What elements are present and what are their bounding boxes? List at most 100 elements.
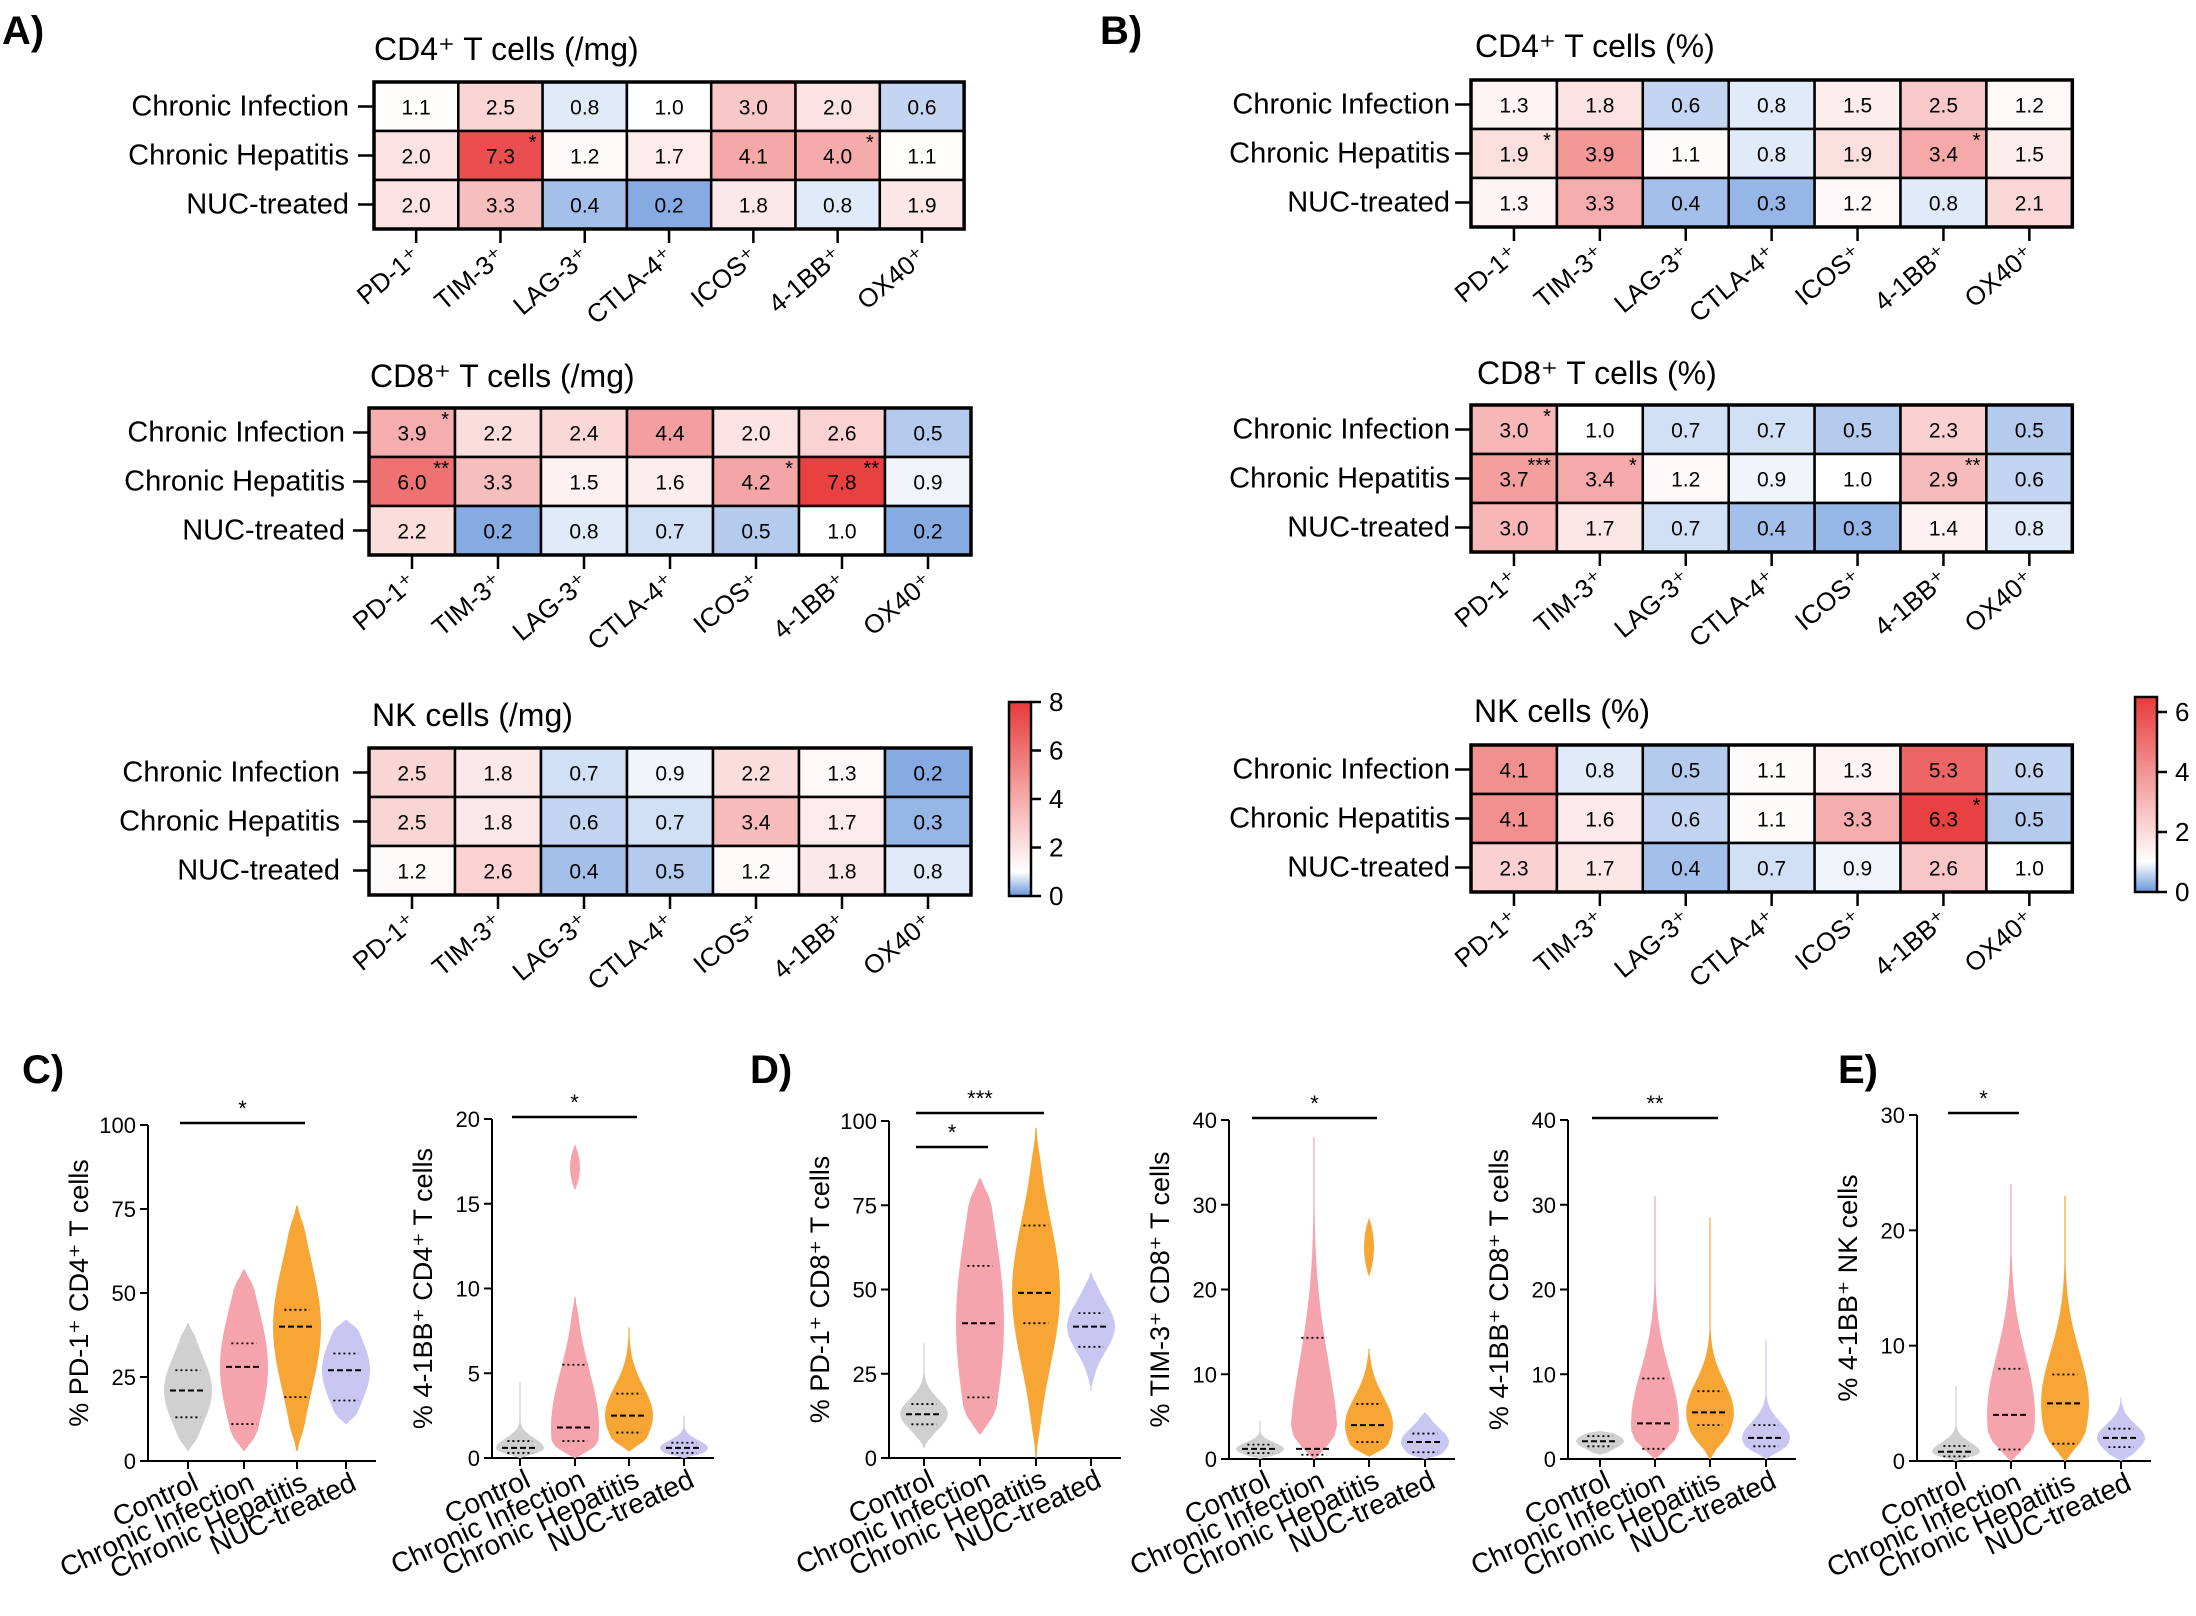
heatmap-value: 3.4: [741, 812, 771, 835]
y-tick-label: 20: [1532, 1278, 1556, 1303]
heatmap-value: 1.3: [1499, 95, 1528, 118]
row-label: Chronic Infection: [131, 91, 349, 123]
heatmap-value: 0.8: [570, 97, 599, 120]
heatmap-value: 0.6: [2015, 469, 2044, 492]
heatmap-value: 0.4: [1757, 518, 1787, 541]
y-tick-label: 50: [112, 1281, 136, 1306]
heatmap-cell: [625, 795, 715, 848]
heatmap-value: 3.4: [1585, 469, 1615, 492]
heatmap-cell: [367, 844, 457, 897]
colorbar-tick-label: 0: [2175, 877, 2189, 907]
violin: [660, 1415, 708, 1458]
heatmap-value: 0.6: [569, 812, 598, 835]
heatmap-value: 0.7: [1757, 858, 1786, 881]
column-label: OX40⁺: [1958, 239, 2039, 314]
heatmap-cell: [1641, 501, 1730, 554]
heatmap-value: 1.5: [2015, 144, 2044, 167]
heatmap-cell: [709, 178, 797, 231]
column-label: 4-1BB⁺: [767, 567, 852, 645]
heatmap-value: 1.3: [1843, 760, 1872, 783]
heatmap-value: 1.9: [1843, 144, 1872, 167]
heatmap-value: 0.5: [2015, 809, 2044, 832]
heatmap-value: 0.3: [1757, 193, 1786, 216]
heatmap-value: 2.6: [1929, 858, 1958, 881]
y-axis-label: % PD-1⁺ CD8⁺ T cells: [805, 1156, 835, 1424]
violin: [220, 1269, 268, 1451]
heatmap-cell: [797, 746, 887, 799]
heatmap-cell: [878, 178, 966, 231]
heatmap-cell: [1469, 403, 1559, 456]
violin: [2097, 1397, 2145, 1461]
heatmap-value: 3.3: [1585, 193, 1614, 216]
row-label: NUC-treated: [182, 515, 345, 547]
heatmap-value: 0.2: [913, 521, 942, 544]
heatmap-title: CD4⁺ T cells (/mg): [374, 31, 639, 67]
heatmap-value: 0.8: [1757, 144, 1786, 167]
colorbar-tick-label: 4: [1049, 784, 1063, 814]
heatmap-value: 2.0: [402, 195, 431, 218]
y-tick-label: 40: [1193, 1108, 1217, 1133]
heatmap-value: 1.7: [827, 812, 856, 835]
heatmap-value: 2.0: [402, 146, 431, 169]
column-label: PD-1⁺: [347, 567, 422, 637]
heatmap-value: 7.8: [827, 472, 856, 495]
column-label: LAG-3⁺: [506, 567, 593, 647]
heatmap-value: 1.1: [1671, 144, 1700, 167]
colorbar-tick-label: 6: [2175, 697, 2189, 727]
y-tick-label: 30: [1532, 1193, 1556, 1218]
heatmap-cell: [1899, 127, 1988, 180]
column-label: 4-1BB⁺: [767, 907, 852, 985]
heatmap-value: 7.3: [486, 146, 515, 169]
heatmap-value: 2.6: [483, 861, 512, 884]
heatmap-value: 0.5: [1671, 760, 1700, 783]
heatmap-value: 1.1: [1757, 760, 1786, 783]
heatmap-value: 0.3: [913, 812, 942, 835]
heatmap-value: 1.7: [1585, 518, 1614, 541]
heatmap-value: 2.5: [397, 763, 426, 786]
heatmap-value: 1.0: [654, 97, 683, 120]
heatmap-cell: [1813, 452, 1902, 505]
violin: [1932, 1386, 1980, 1461]
column-label: ICOS⁺: [1789, 904, 1867, 977]
column-label: ICOS⁺: [687, 567, 765, 640]
column-label: CTLA-4⁺: [1683, 904, 1781, 993]
column-label: ICOS⁺: [685, 241, 763, 314]
colorbar: [2133, 695, 2159, 894]
heatmap-value: 0.5: [2015, 420, 2044, 443]
y-tick-label: 30: [1193, 1193, 1217, 1218]
heatmap-value: 0.7: [655, 812, 684, 835]
row-label: NUC-treated: [186, 189, 349, 221]
heatmap-value: 1.2: [397, 861, 426, 884]
heatmap-cell: [539, 795, 629, 848]
row-label: Chronic Infection: [1232, 414, 1450, 446]
colorbar: [1007, 700, 1033, 898]
heatmap-cell: [797, 844, 887, 897]
heatmap-value: 1.8: [827, 861, 856, 884]
column-label: TIM-3⁺: [1528, 239, 1610, 314]
heatmap-value: 1.2: [2015, 95, 2044, 118]
violin: [1742, 1340, 1790, 1459]
heatmap-cell: [1985, 127, 2074, 180]
significance-label: *: [1979, 1086, 1988, 1111]
heatmap-cell: [1899, 176, 1988, 229]
heatmap-cell: [457, 178, 544, 231]
row-label: NUC-treated: [1287, 187, 1450, 219]
column-label: 4-1BB⁺: [1868, 239, 1953, 317]
heatmap-value: 1.8: [739, 195, 768, 218]
heatmap-cell: [1813, 792, 1902, 845]
y-tick-label: 75: [853, 1193, 877, 1218]
column-label: ICOS⁺: [1789, 239, 1867, 312]
y-tick-label: 75: [112, 1197, 136, 1222]
heatmap-value: 3.9: [1585, 144, 1614, 167]
violin-outlier-lobe: [570, 1144, 580, 1191]
significance-star: *: [1543, 130, 1551, 152]
heatmap-value: 5.3: [1929, 760, 1958, 783]
column-label: OX40⁺: [1958, 904, 2039, 979]
heatmap-value: 1.0: [827, 521, 856, 544]
heatmap-value: 4.4: [655, 423, 685, 446]
significance-star: **: [863, 458, 879, 480]
panel-letter-d: D): [750, 1048, 792, 1092]
row-label: Chronic Hepatitis: [1229, 138, 1450, 170]
